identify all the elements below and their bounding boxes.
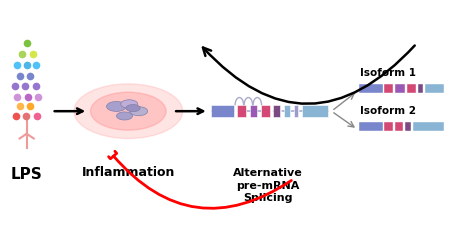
FancyBboxPatch shape [261, 105, 270, 117]
FancyBboxPatch shape [384, 84, 393, 93]
Circle shape [130, 107, 148, 116]
Circle shape [117, 112, 133, 120]
Circle shape [121, 100, 138, 108]
Text: Alternative
pre-mRNA
Splicing: Alternative pre-mRNA Splicing [233, 168, 302, 203]
FancyBboxPatch shape [395, 84, 405, 93]
FancyBboxPatch shape [284, 105, 291, 117]
Circle shape [107, 101, 127, 111]
FancyBboxPatch shape [294, 105, 299, 117]
FancyBboxPatch shape [237, 105, 246, 117]
FancyBboxPatch shape [273, 105, 280, 117]
Text: Inflammation: Inflammation [82, 166, 175, 179]
FancyBboxPatch shape [211, 105, 234, 117]
FancyBboxPatch shape [395, 122, 403, 131]
FancyArrowPatch shape [203, 45, 415, 104]
FancyBboxPatch shape [425, 84, 444, 93]
Circle shape [74, 84, 182, 139]
FancyBboxPatch shape [302, 105, 328, 117]
FancyBboxPatch shape [407, 84, 416, 93]
FancyBboxPatch shape [250, 105, 257, 117]
FancyBboxPatch shape [359, 122, 383, 131]
FancyBboxPatch shape [384, 122, 393, 131]
FancyBboxPatch shape [405, 122, 411, 131]
FancyBboxPatch shape [413, 122, 444, 131]
Text: Isoform 2: Isoform 2 [360, 106, 416, 116]
Circle shape [91, 92, 166, 130]
FancyBboxPatch shape [418, 84, 423, 93]
Text: LPS: LPS [11, 167, 43, 182]
Text: Isoform 1: Isoform 1 [360, 68, 416, 78]
FancyBboxPatch shape [359, 84, 383, 93]
FancyArrowPatch shape [109, 151, 292, 208]
Circle shape [126, 104, 140, 112]
